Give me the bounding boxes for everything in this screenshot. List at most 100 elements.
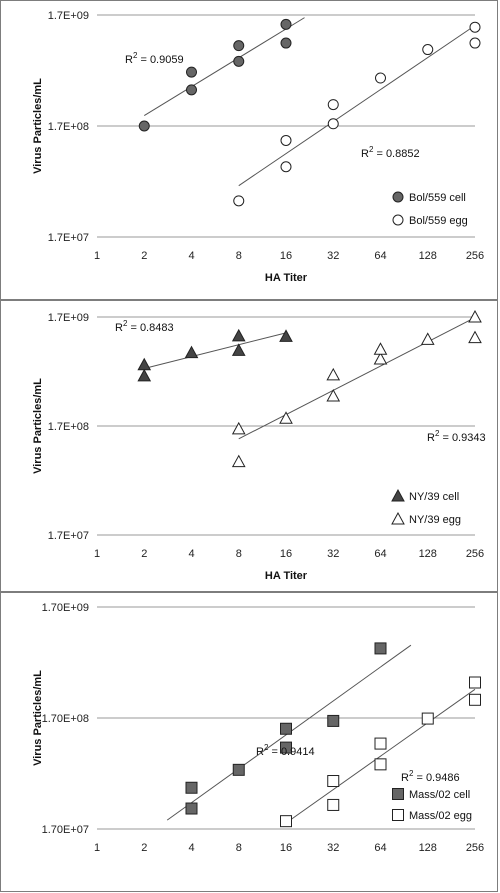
x-tick-label: 256 [466, 250, 484, 262]
data-point [280, 161, 292, 173]
data-point [185, 781, 198, 794]
y-tick-label: 1.7E+09 [48, 312, 89, 324]
legend-label: Bol/559 cell [409, 192, 466, 204]
data-point [231, 454, 246, 468]
legend-marker [391, 488, 405, 502]
gridlines [97, 316, 475, 536]
legend-label: NY/39 egg [409, 514, 461, 526]
y-tick-labels: 1.7E+07 1.7E+08 1.7E+09 [48, 10, 89, 244]
series-egg [231, 309, 482, 468]
chart-ny39: 1.7E+07 1.7E+08 1.7E+09 1 2 4 8 16 32 64 128 256 Vir… [32, 309, 486, 582]
data-point [233, 55, 245, 67]
legend: Mass/02 cell Mass/02 egg [392, 788, 472, 822]
data-point [327, 798, 340, 811]
x-tick-label: 128 [419, 842, 437, 854]
r-squared-label: R2 = 0.9059 [125, 51, 184, 66]
x-tick-label: 8 [236, 842, 242, 854]
data-point [326, 389, 341, 402]
r-squared-value: = 0.8483 [127, 322, 173, 334]
r-squared-r: R [125, 54, 133, 66]
trendline-egg [285, 688, 476, 824]
data-point [469, 676, 481, 689]
gridlines [97, 606, 475, 830]
data-point [420, 332, 435, 345]
legend-marker [392, 788, 404, 800]
legend-marker [392, 214, 404, 226]
r-squared-label: R2 = 0.8852 [361, 145, 420, 160]
x-tick-label: 8 [236, 548, 242, 560]
r-squared-label: R2 = 0.9343 [427, 429, 486, 444]
data-point [327, 118, 339, 130]
x-tick-label: 16 [280, 548, 292, 560]
data-point [468, 330, 482, 344]
r-squared-value: = 0.9059 [137, 54, 183, 66]
r-squared-sup: 2 [133, 51, 138, 60]
x-tick-label: 8 [236, 250, 242, 262]
data-point [280, 722, 292, 735]
legend-label: Mass/02 cell [409, 789, 470, 801]
r-squared-value: = 0.9414 [268, 746, 314, 758]
r-squared-r: R [427, 432, 435, 444]
data-point [374, 758, 387, 771]
series-cell [185, 642, 387, 815]
data-point [280, 815, 292, 828]
legend: NY/39 cell NY/39 egg [391, 488, 461, 526]
chart-panel-mass02: 1.70E+07 1.70E+08 1.70E+09 1 2 4 8 16 32 64 128 256… [0, 592, 498, 892]
data-point [280, 18, 292, 30]
data-point [279, 411, 293, 424]
x-tick-label: 64 [374, 842, 386, 854]
data-point [374, 737, 387, 750]
data-point [326, 367, 341, 381]
x-axis-label: HA Titer [265, 570, 308, 582]
chart-panel-ny39: 1.7E+07 1.7E+08 1.7E+09 1 2 4 8 16 32 64 128 256 Vir… [0, 300, 498, 592]
legend-label: Mass/02 egg [409, 810, 472, 822]
data-point [233, 195, 245, 207]
legend-label: Bol/559 egg [409, 215, 468, 227]
trendline-cell [143, 17, 305, 116]
data-point [468, 309, 482, 323]
chart-panel-bol559: 1.7E+07 1.7E+08 1.7E+09 1 2 4 8 16 32 64 128 256 Vir… [0, 0, 498, 300]
r-squared-r: R [361, 148, 369, 160]
r-squared-value: = 0.9343 [439, 432, 485, 444]
data-point [469, 37, 481, 49]
x-tick-label: 2 [141, 842, 147, 854]
series-egg [233, 21, 481, 207]
r-squared-sup: 2 [369, 145, 374, 154]
data-point [138, 120, 150, 132]
y-axis-label: Virus Particles/mL [32, 78, 44, 174]
x-tick-label: 4 [188, 842, 194, 854]
x-tick-label: 2 [141, 548, 147, 560]
y-tick-label: 1.7E+08 [48, 421, 89, 433]
x-tick-label: 256 [466, 548, 484, 560]
r-squared-label: R2 = 0.8483 [115, 319, 174, 334]
x-tick-label: 4 [188, 250, 194, 262]
x-tick-label: 32 [327, 548, 339, 560]
data-point [186, 66, 197, 78]
data-point [231, 421, 246, 435]
series-egg [280, 676, 481, 828]
y-tick-label: 1.70E+07 [42, 824, 89, 836]
y-tick-label: 1.7E+09 [48, 10, 89, 22]
legend-label: NY/39 cell [409, 491, 459, 503]
data-point [184, 345, 199, 359]
y-axis-label: Virus Particles/mL [32, 670, 44, 766]
gridlines [97, 14, 475, 238]
x-tick-labels: 1 2 4 8 16 32 64 128 256 [94, 250, 484, 262]
data-point [422, 44, 434, 56]
x-tick-label: 256 [466, 842, 484, 854]
x-tick-label: 64 [374, 548, 386, 560]
chart-bol559: 1.7E+07 1.7E+08 1.7E+09 1 2 4 8 16 32 64 128 256 Vir… [32, 10, 484, 284]
data-point [280, 741, 292, 754]
data-point [186, 84, 197, 96]
r-squared-value: = 0.8852 [373, 148, 419, 160]
r-squared-label: R2 = 0.9414 [256, 743, 315, 758]
data-point [327, 714, 340, 727]
legend-marker [391, 511, 405, 525]
trendline-egg [238, 317, 476, 440]
y-axis-label: Virus Particles/mL [32, 378, 44, 474]
data-point [137, 368, 152, 382]
data-point [327, 775, 340, 788]
x-tick-label: 1 [94, 842, 100, 854]
r-squared-r: R [115, 322, 123, 334]
r-squared-sup: 2 [264, 743, 269, 752]
